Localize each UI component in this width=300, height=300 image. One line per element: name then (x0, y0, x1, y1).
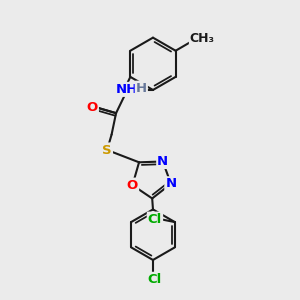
Text: Cl: Cl (148, 213, 162, 226)
Text: S: S (102, 143, 112, 157)
Text: CH₃: CH₃ (190, 32, 215, 45)
Text: O: O (127, 178, 138, 192)
Text: N: N (165, 177, 176, 190)
Text: Cl: Cl (127, 83, 141, 97)
Text: N: N (157, 155, 168, 168)
Text: H: H (136, 82, 147, 95)
Text: O: O (87, 101, 98, 114)
Text: Cl: Cl (147, 273, 162, 286)
Text: NH: NH (115, 83, 138, 96)
